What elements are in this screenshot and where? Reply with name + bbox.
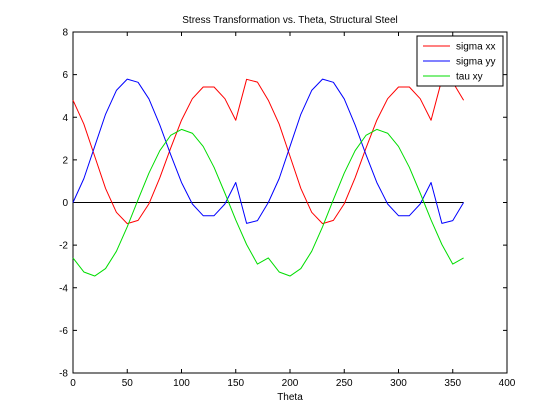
y-tick-label: 6 (62, 70, 68, 81)
series-line-1 (72, 78, 465, 224)
x-tick-label: 50 (122, 378, 134, 389)
x-tick-labels: 0 50 100 150 200 250 300 350 400 (70, 378, 516, 389)
x-tick-label: 100 (173, 378, 190, 389)
axis-ticks (72, 31, 508, 374)
y-tick-label: -6 (59, 326, 68, 337)
y-tick-labels: -8 -6 -4 -2 0 2 4 6 8 (59, 28, 68, 380)
series-lines (72, 78, 465, 277)
legend-label: sigma xx (456, 42, 495, 53)
x-tick-label: 200 (282, 378, 299, 389)
chart-title: Stress Transformation vs. Theta, Structu… (182, 15, 397, 26)
y-tick-label: 8 (62, 28, 68, 39)
y-tick-label: 0 (62, 198, 68, 209)
series-line-2 (72, 128, 464, 277)
x-tick-label: 150 (227, 378, 244, 389)
x-tick-label: 250 (336, 378, 353, 389)
legend-label: tau xy (456, 72, 483, 83)
x-tick-label: 350 (444, 378, 461, 389)
y-tick-label: -2 (59, 241, 68, 252)
x-tick-label: 400 (499, 378, 516, 389)
x-axis-label: Theta (277, 392, 303, 403)
y-tick-label: 4 (62, 113, 68, 124)
x-tick-label: 300 (390, 378, 407, 389)
series-line-0 (72, 78, 465, 225)
y-tick-label: 2 (62, 155, 68, 166)
legend: sigma xx sigma yy tau xy (416, 35, 504, 87)
y-tick-label: -8 (59, 369, 68, 380)
x-tick-label: 0 (70, 378, 76, 389)
legend-entries: sigma xx sigma yy tau xy (423, 42, 495, 83)
y-tick-label: -4 (59, 283, 68, 294)
legend-label: sigma yy (456, 57, 495, 68)
